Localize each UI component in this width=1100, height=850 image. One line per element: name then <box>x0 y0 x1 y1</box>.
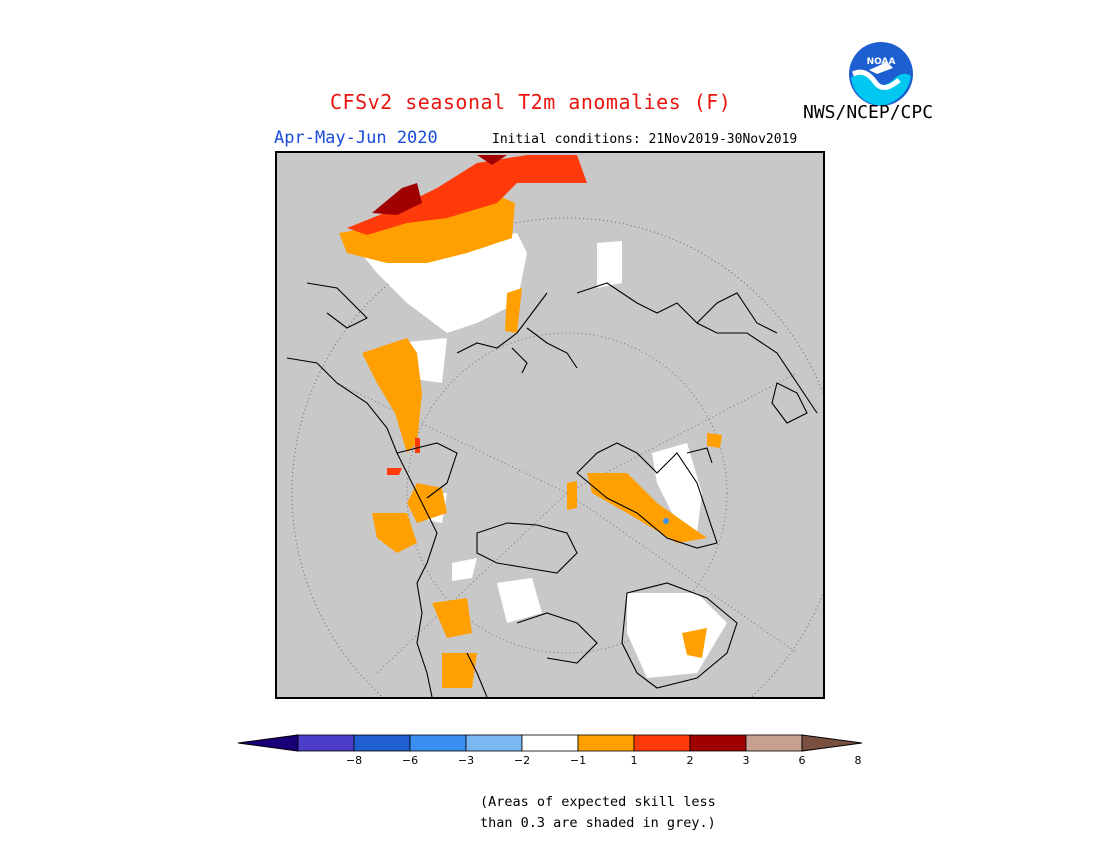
colorbar-tick-label: 1 <box>630 754 638 767</box>
colorbar-tick-label: 8 <box>854 754 862 767</box>
colorbar-segment <box>297 734 355 752</box>
coastlines <box>286 282 818 697</box>
polar-anomaly-map <box>275 151 825 699</box>
meridian-line <box>566 492 798 654</box>
colorbar-segment <box>465 734 523 752</box>
colorbar-segment <box>353 734 411 752</box>
colorbar-tick-label: −3 <box>457 754 475 767</box>
colorbar-tick-label: 3 <box>742 754 750 767</box>
latitude-circle <box>291 217 823 697</box>
colorbar-segment <box>633 734 691 752</box>
colorbar-tick-label: 6 <box>798 754 806 767</box>
colorbar <box>238 734 862 752</box>
colorbar-tick-label: −1 <box>569 754 587 767</box>
meridian-line <box>336 382 568 494</box>
colorbar-segment-low <box>238 734 299 752</box>
chart-title: CFSv2 seasonal T2m anomalies (F) <box>330 90 732 114</box>
colorbar-segment <box>577 734 635 752</box>
colorbar-segment <box>409 734 467 752</box>
colorbar-tick-label: −8 <box>345 754 363 767</box>
initial-conditions-label: Initial conditions: 21Nov2019-30Nov2019 <box>492 132 798 147</box>
warm-anomaly-darkred <box>372 155 507 215</box>
logo-text: NOAA <box>867 57 896 67</box>
noaa-logo: NOAA <box>847 40 915 108</box>
organization-label: NWS/NCEP/CPC <box>803 102 934 123</box>
meridian-line <box>566 372 798 494</box>
colorbar-tick-label: −6 <box>401 754 419 767</box>
cool-anomaly-spot <box>663 518 669 524</box>
colorbar-segment <box>689 734 747 752</box>
colorbar-segment-high <box>801 734 862 752</box>
skill-note: (Areas of expected skill less than 0.3 a… <box>480 792 716 834</box>
latitude-circle-inner <box>406 332 728 654</box>
skill-note-line2: than 0.3 are shaded in grey.) <box>480 815 716 831</box>
season-label: Apr-May-Jun 2020 <box>274 128 438 148</box>
colorbar-tick-label: 2 <box>686 754 694 767</box>
skill-note-line1: (Areas of expected skill less <box>480 794 716 810</box>
colorbar-segment <box>521 734 579 752</box>
warm-anomaly-orange <box>339 193 722 688</box>
warm-anomaly-red <box>347 155 587 475</box>
colorbar-tick-label: −2 <box>513 754 531 767</box>
colorbar-segment <box>745 734 803 752</box>
